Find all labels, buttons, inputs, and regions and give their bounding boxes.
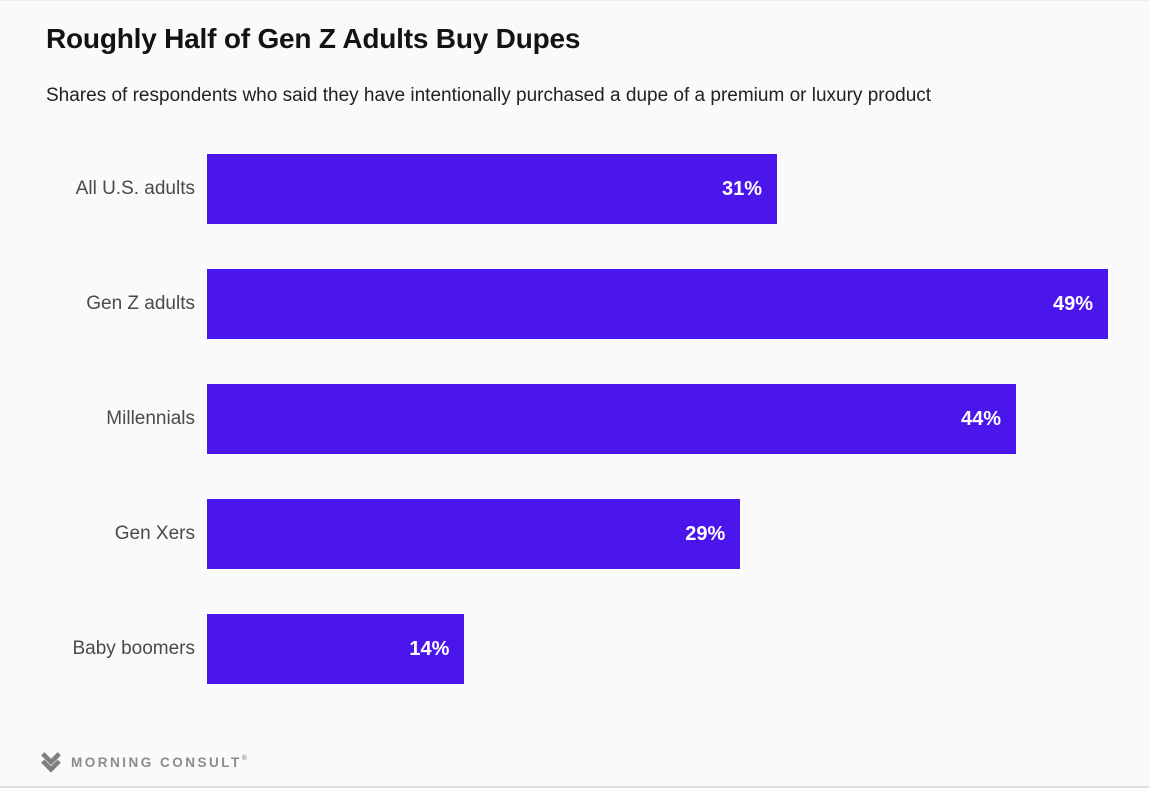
bar-track: 49%	[207, 269, 1108, 339]
bar-gen-z-adults: 49%	[207, 269, 1108, 339]
bar-millennials: 44%	[207, 384, 1017, 454]
chart-row: Millennials 44%	[0, 384, 1149, 454]
value-label: 44%	[961, 407, 1002, 430]
chart-header: Roughly Half of Gen Z Adults Buy Dupes S…	[0, 1, 1149, 107]
category-label: Gen Z adults	[86, 293, 195, 314]
value-label: 29%	[685, 522, 726, 545]
category-label: All U.S. adults	[75, 178, 195, 199]
category-label: Millennials	[106, 408, 195, 429]
bar-track: 44%	[207, 384, 1108, 454]
trademark-symbol: ®	[241, 754, 247, 762]
value-label: 31%	[721, 177, 763, 200]
brand-wordmark: MORNING CONSULT®	[71, 754, 247, 770]
value-label: 14%	[409, 637, 450, 660]
chart-title: Roughly Half of Gen Z Adults Buy Dupes	[46, 23, 581, 54]
bar-chart: All U.S. adults 31% Gen Z adults 49% Millenn…	[0, 154, 1149, 684]
bar-baby-boomers: 14%	[207, 614, 465, 684]
chart-row: Baby boomers 14%	[0, 614, 1149, 684]
morning-consult-logo-icon	[41, 752, 61, 773]
bar-gen-xers: 29%	[207, 499, 741, 569]
chart-row: Gen Z adults 49%	[0, 269, 1149, 339]
footer: MORNING CONSULT®	[40, 751, 247, 773]
bar-track: 29%	[207, 499, 1108, 569]
chart-row: Gen Xers 29%	[0, 499, 1149, 569]
chart-row: All U.S. adults 31%	[0, 154, 1149, 224]
bar-all-u-s-adults: 31%	[207, 154, 778, 224]
chart-subtitle: Shares of respondents who said they have…	[46, 85, 932, 106]
value-label: 49%	[1052, 292, 1093, 315]
category-label: Gen Xers	[114, 523, 195, 544]
bar-track: 31%	[207, 154, 1108, 224]
category-label: Baby boomers	[72, 638, 195, 659]
bar-track: 14%	[207, 614, 1108, 684]
